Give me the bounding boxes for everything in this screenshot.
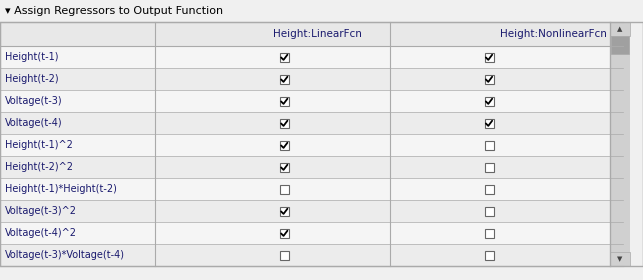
- Text: Voltage(t-4)^2: Voltage(t-4)^2: [5, 228, 77, 238]
- Bar: [484, 141, 493, 150]
- Text: ▼: ▼: [617, 256, 622, 262]
- Bar: [0, 0, 643, 22]
- Text: Height(t-2): Height(t-2): [5, 74, 59, 84]
- Text: Voltage(t-4): Voltage(t-4): [5, 118, 62, 128]
- Bar: [280, 228, 289, 237]
- Bar: [484, 207, 493, 216]
- Bar: [0, 222, 623, 244]
- Bar: [0, 178, 623, 200]
- Text: Height(t-2)^2: Height(t-2)^2: [5, 162, 73, 172]
- Bar: [280, 251, 289, 260]
- Text: ▾ Assign Regressors to Output Function: ▾ Assign Regressors to Output Function: [5, 6, 223, 16]
- Bar: [610, 252, 630, 266]
- Text: Voltage(t-3): Voltage(t-3): [5, 96, 62, 106]
- Bar: [280, 162, 289, 171]
- Bar: [610, 22, 630, 266]
- Text: ▲: ▲: [617, 26, 622, 32]
- Bar: [0, 22, 643, 266]
- Bar: [280, 53, 289, 62]
- Bar: [280, 74, 289, 83]
- Text: Height(t-1)^2: Height(t-1)^2: [5, 140, 73, 150]
- Text: Height(t-1): Height(t-1): [5, 52, 59, 62]
- Text: Voltage(t-3)*Voltage(t-4): Voltage(t-3)*Voltage(t-4): [5, 250, 125, 260]
- Bar: [484, 228, 493, 237]
- Bar: [610, 22, 630, 36]
- Bar: [484, 53, 493, 62]
- Bar: [611, 36, 629, 54]
- Bar: [0, 200, 623, 222]
- Bar: [0, 112, 623, 134]
- Bar: [484, 118, 493, 127]
- Bar: [0, 90, 623, 112]
- Bar: [484, 162, 493, 171]
- Bar: [280, 141, 289, 150]
- Bar: [0, 134, 623, 156]
- Bar: [484, 251, 493, 260]
- Text: Height:LinearFcn: Height:LinearFcn: [273, 29, 361, 39]
- Bar: [0, 156, 623, 178]
- Bar: [484, 185, 493, 193]
- Text: Height(t-1)*Height(t-2): Height(t-1)*Height(t-2): [5, 184, 117, 194]
- Bar: [280, 207, 289, 216]
- Bar: [0, 46, 623, 68]
- Bar: [484, 74, 493, 83]
- Bar: [484, 97, 493, 106]
- Bar: [280, 97, 289, 106]
- Bar: [0, 68, 623, 90]
- Bar: [0, 22, 623, 46]
- Text: Voltage(t-3)^2: Voltage(t-3)^2: [5, 206, 77, 216]
- Bar: [280, 118, 289, 127]
- Text: Height:NonlinearFcn: Height:NonlinearFcn: [500, 29, 607, 39]
- Bar: [0, 244, 623, 266]
- Bar: [280, 185, 289, 193]
